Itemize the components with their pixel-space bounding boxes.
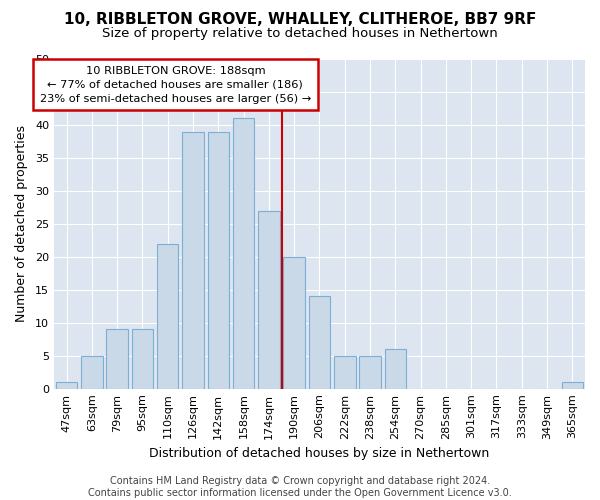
Text: 10, RIBBLETON GROVE, WHALLEY, CLITHEROE, BB7 9RF: 10, RIBBLETON GROVE, WHALLEY, CLITHEROE,… (64, 12, 536, 28)
Bar (81, 356, 103, 388)
Bar (334, 356, 356, 388)
Text: Size of property relative to detached houses in Nethertown: Size of property relative to detached ho… (102, 28, 498, 40)
Bar (359, 356, 381, 388)
Bar (56, 382, 77, 388)
Text: 10 RIBBLETON GROVE: 188sqm
← 77% of detached houses are smaller (186)
23% of sem: 10 RIBBLETON GROVE: 188sqm ← 77% of deta… (40, 66, 311, 104)
Text: Contains HM Land Registry data © Crown copyright and database right 2024.
Contai: Contains HM Land Registry data © Crown c… (88, 476, 512, 498)
Bar (562, 382, 583, 388)
Y-axis label: Number of detached properties: Number of detached properties (15, 126, 28, 322)
Bar (283, 257, 305, 388)
Bar (258, 210, 280, 388)
Bar (131, 330, 153, 388)
Bar (157, 244, 178, 388)
Bar (233, 118, 254, 388)
Bar (182, 132, 204, 388)
X-axis label: Distribution of detached houses by size in Nethertown: Distribution of detached houses by size … (149, 447, 490, 460)
Bar (208, 132, 229, 388)
Bar (309, 296, 330, 388)
Bar (385, 349, 406, 389)
Bar (106, 330, 128, 388)
